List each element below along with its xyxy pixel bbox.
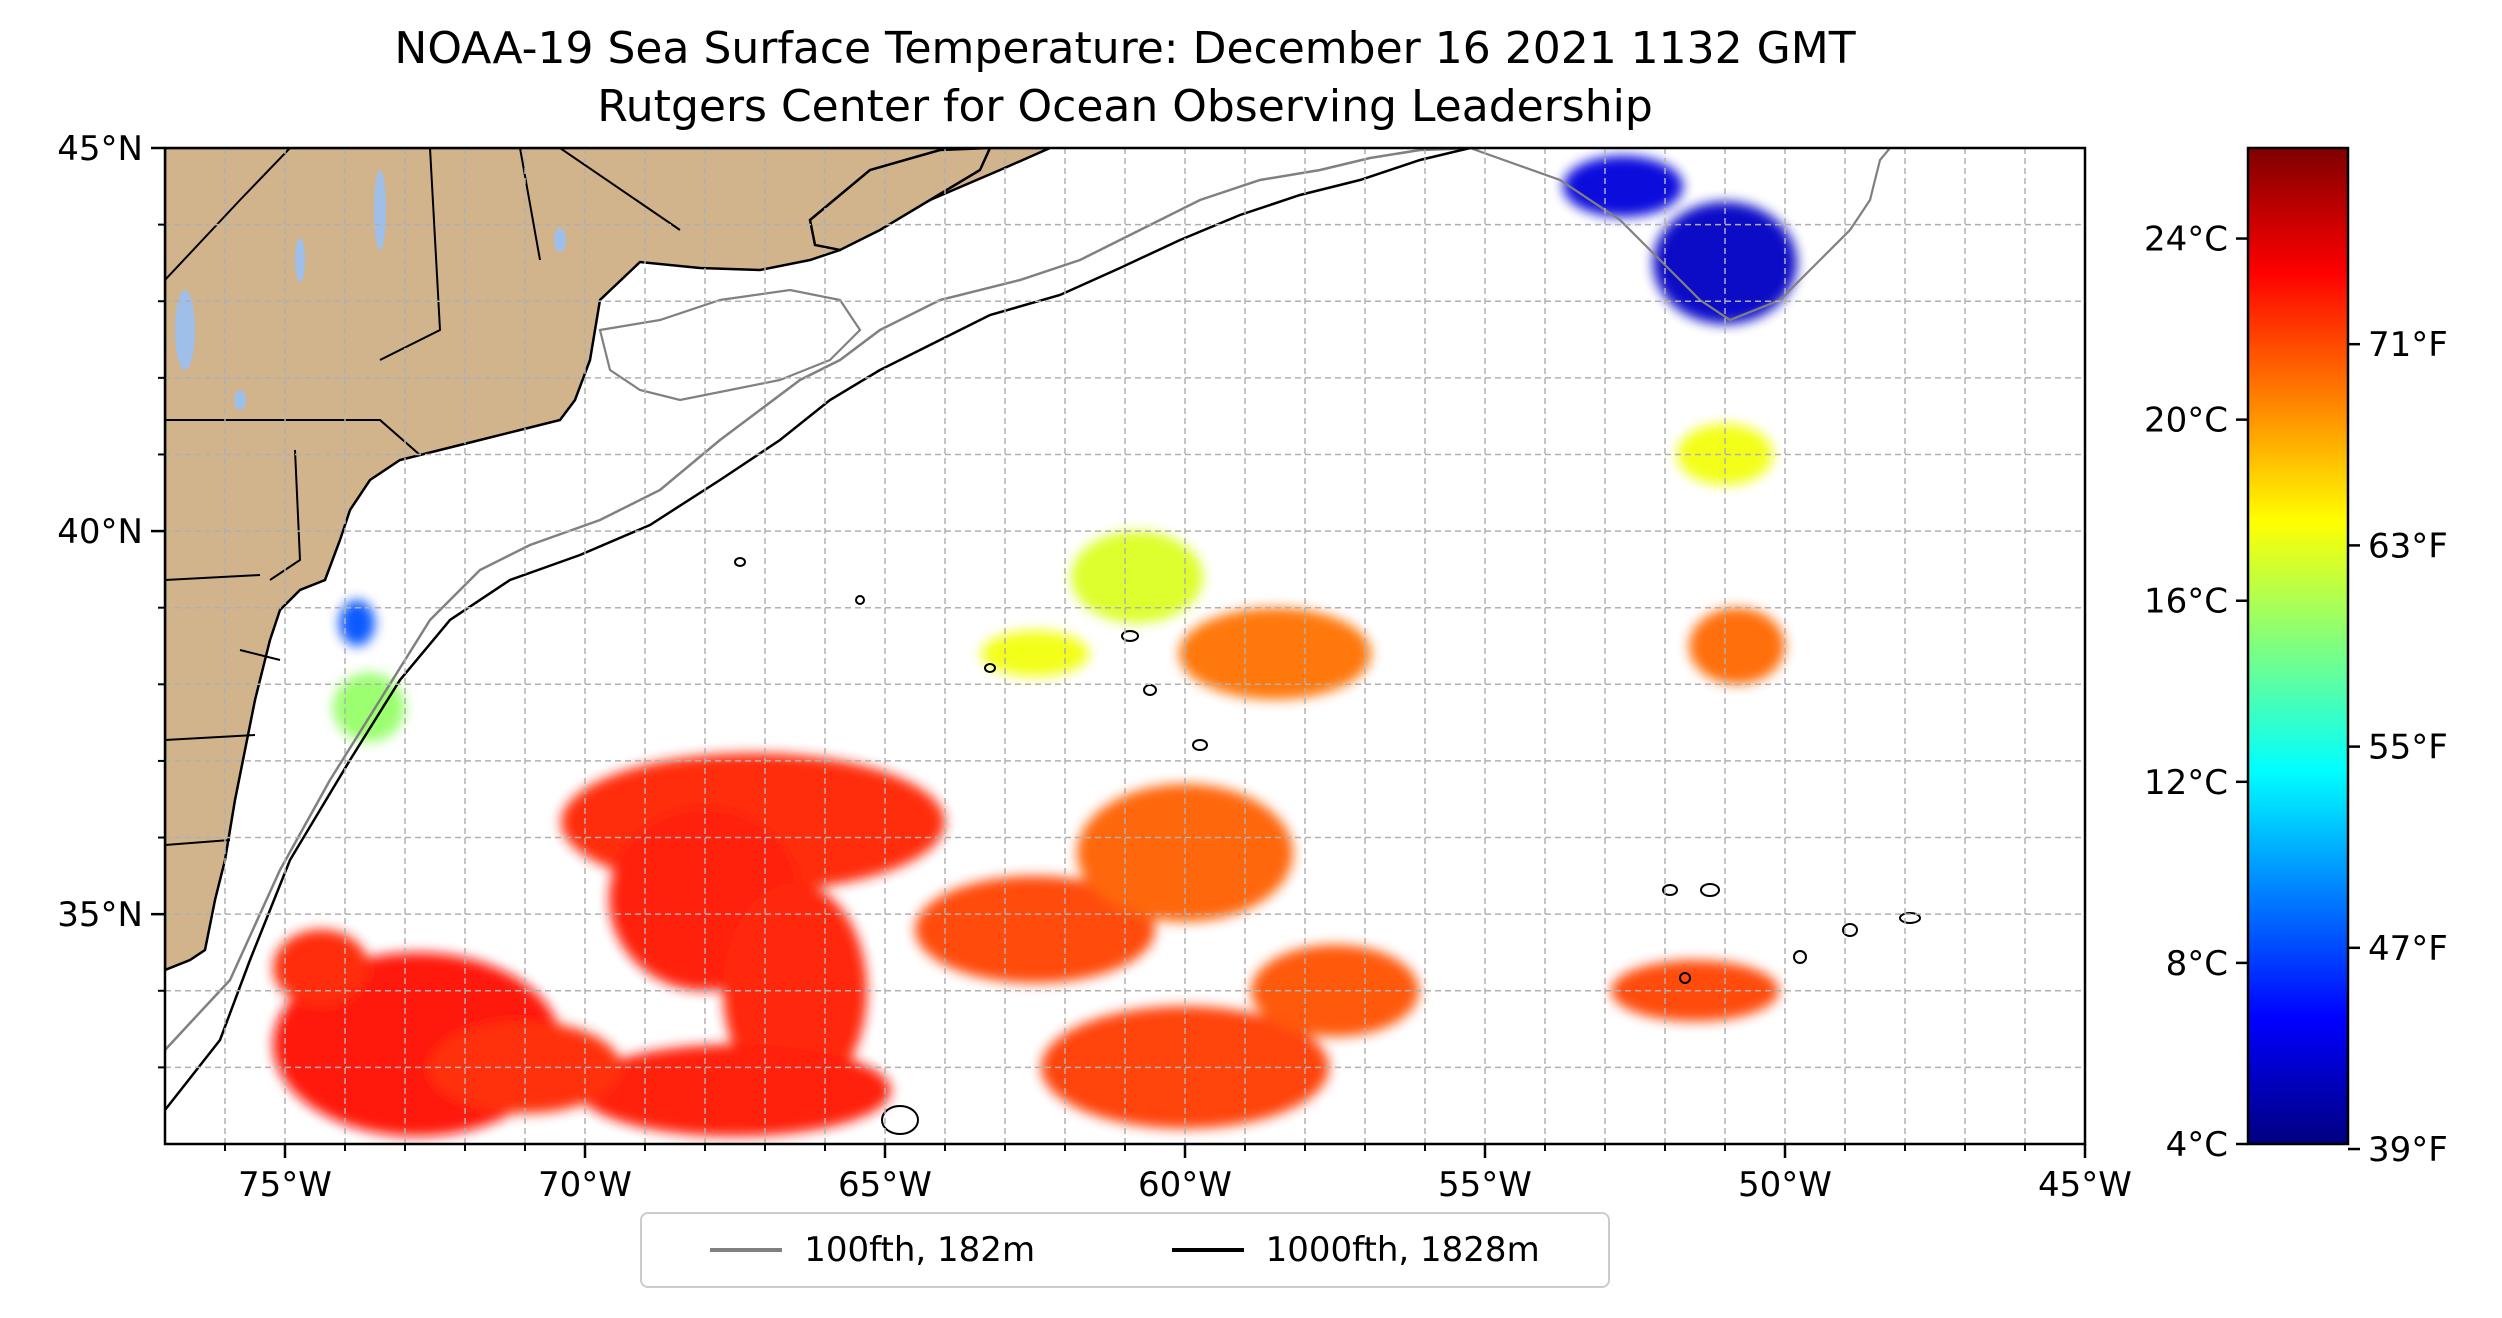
map-content [165,148,2085,1144]
sst-patch [981,630,1089,677]
lakes [175,170,566,410]
legend-swatch-gray-line [710,1248,783,1252]
legend-item-100fth: 100fth, 182m [710,1230,1035,1270]
legend-label: 100fth, 182m [804,1230,1036,1270]
colorbar-label-f: 55°F [2368,728,2448,768]
legend-label: 1000fth, 1828m [1265,1230,1540,1270]
sst-patch [579,1044,891,1137]
x-tick-label: 65°W [838,1165,932,1205]
sst-patch [1071,531,1203,624]
y-tick-label: 45°N [57,129,143,169]
sst-patch [1689,607,1785,685]
sst-patch [1563,155,1683,217]
x-tick-label: 75°W [238,1165,332,1205]
legend-swatch-black-line [1171,1248,1244,1252]
seamount-contours [734,557,1921,1135]
chart-subtitle: Rutgers Center for Ocean Observing Leade… [597,81,1653,132]
colorbar-label-c: 16°C [2144,582,2228,622]
colorbar-label-f: 47°F [2368,929,2448,969]
contour-grand-banks [1469,148,1891,322]
contour-1000fth [165,148,1471,1111]
colorbar-label-c: 4°C [2166,1125,2228,1165]
colorbar-ticks: 24°C 20°C 16°C 12°C 8°C 4°C 71°F 63°F 55°F 47°F 39… [2144,220,2448,1170]
colorbar-label-f: 39°F [2368,1130,2448,1170]
legend: 100fth, 182m 1000fth, 1828m [640,1212,1610,1288]
colorbar-label-c: 20°C [2144,401,2228,441]
legend-item-1000fth: 1000fth, 1828m [1171,1230,1540,1270]
sst-patch [273,929,369,1007]
y-tick-label: 40°N [57,512,143,552]
axis-ticks: 75°W 70°W 65°W 60°W 55°W 50°W 45°W 45°N 40°N 35°N [57,129,2132,1205]
y-tick-label: 35°N [57,895,143,935]
contour-gulf-of-maine [598,288,862,402]
sst-patch [1179,607,1371,700]
chart-title: NOAA-19 Sea Surface Temperature: Decembe… [394,23,1856,74]
x-tick-label: 60°W [1138,1165,1232,1205]
colorbar-label-c: 8°C [2166,944,2228,984]
colorbar-label-c: 12°C [2144,763,2228,803]
sst-patch [915,875,1155,984]
state-borders [165,148,681,846]
sst-patch [339,600,375,646]
colorbar-label-c: 24°C [2144,220,2228,260]
x-tick-label: 50°W [1738,1165,1832,1205]
colorbar [2246,146,2350,1146]
contour-100fth [165,148,1481,1051]
x-tick-label: 55°W [1438,1165,1532,1205]
x-tick-label: 70°W [538,1165,632,1205]
gridlines [165,148,2085,1144]
x-tick-label: 45°W [2038,1165,2132,1205]
colorbar-label-f: 71°F [2368,325,2448,365]
colorbar-label-f: 63°F [2368,526,2448,566]
